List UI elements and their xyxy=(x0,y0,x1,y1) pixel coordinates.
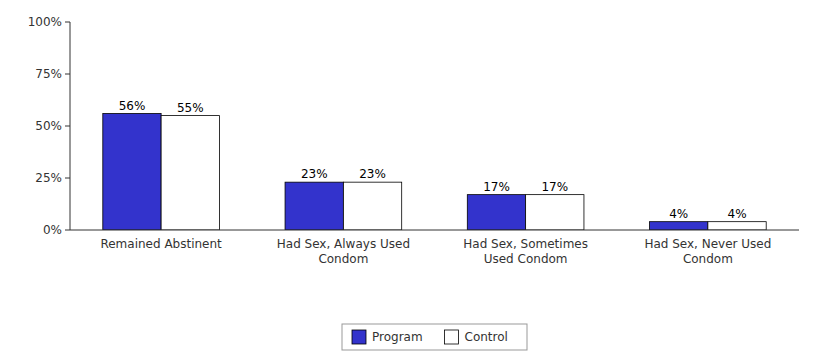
chart: 56% 23% 17% 4% 55% 23% 17% 4% 0% 25% 50% 75% 100% Rem… xyxy=(0,0,819,364)
bars xyxy=(103,114,766,230)
data-label: 4% xyxy=(728,207,747,221)
y-tick xyxy=(65,126,70,127)
legend: Program Control xyxy=(342,324,527,350)
legend-frame xyxy=(342,324,527,350)
data-label: 23% xyxy=(359,167,386,181)
y-tick-label: 100% xyxy=(28,15,62,29)
x-tick-label: Remained Abstinent xyxy=(100,237,222,251)
data-label: 56% xyxy=(119,99,146,113)
bar xyxy=(343,182,401,230)
bar xyxy=(285,182,343,230)
x-tick-label: Had Sex, SometimesUsed Condom xyxy=(463,237,588,266)
bar xyxy=(708,222,766,230)
bar xyxy=(526,195,584,230)
y-tick xyxy=(65,230,70,231)
y-tick-label: 25% xyxy=(35,171,62,185)
data-label: 17% xyxy=(541,180,568,194)
bar xyxy=(467,195,525,230)
bar xyxy=(161,116,219,230)
legend-label: Program xyxy=(372,330,423,344)
legend-label: Control xyxy=(465,330,508,344)
y-tick-label: 0% xyxy=(43,223,62,237)
data-labels: 56% 23% 17% 4% 55% 23% 17% 4% xyxy=(119,99,747,221)
y-tick xyxy=(65,22,70,23)
data-label: 23% xyxy=(301,167,328,181)
x-tick-label: Had Sex, Always UsedCondom xyxy=(277,237,410,266)
chart-container: 56% 23% 17% 4% 55% 23% 17% 4% 0% 25% 50% 75% 100% Rem… xyxy=(0,0,819,364)
y-tick xyxy=(65,178,70,179)
data-label: 55% xyxy=(177,101,204,115)
y-tick-label: 75% xyxy=(35,67,62,81)
x-tick-label: Had Sex, Never UsedCondom xyxy=(644,237,771,266)
bar xyxy=(103,114,161,230)
y-tick-label: 50% xyxy=(35,119,62,133)
legend-swatch xyxy=(352,330,366,344)
data-label: 4% xyxy=(669,207,688,221)
data-label: 17% xyxy=(483,180,510,194)
y-tick xyxy=(65,74,70,75)
bar xyxy=(650,222,708,230)
x-axis-line xyxy=(70,230,799,231)
legend-swatch xyxy=(445,330,459,344)
